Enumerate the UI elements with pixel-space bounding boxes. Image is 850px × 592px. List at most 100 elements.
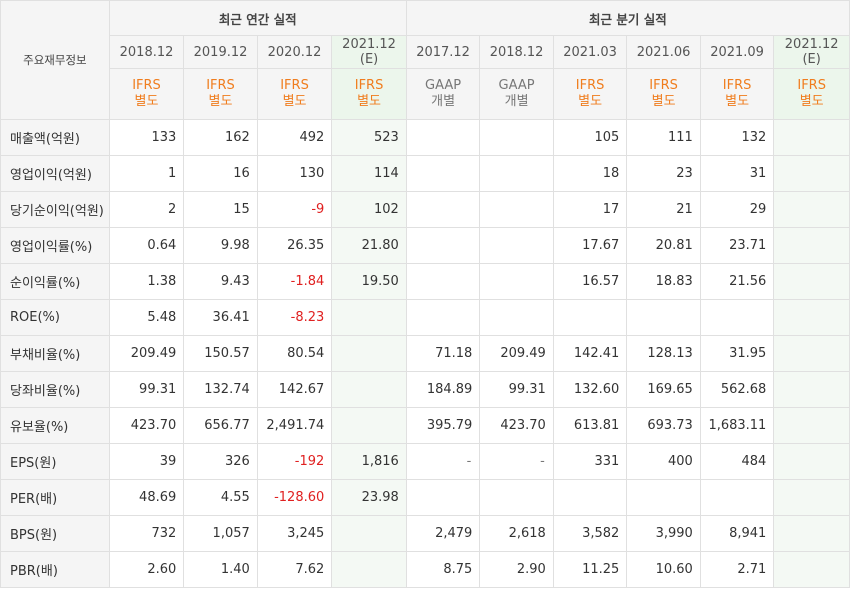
period-label: 2018.12 [119,44,174,60]
table-cell: 492 [256,119,333,156]
table-cell [773,479,850,516]
table-cell: 423.70 [108,407,185,444]
table-cell [331,515,407,552]
table-cell [773,155,850,192]
standard-basis: 별도 [134,94,159,109]
standard-basis: 별도 [282,94,307,109]
row-label: 매출액(억원) [0,119,110,156]
accounting-standard: IFRS 별도 [699,68,775,120]
table-row: 당기순이익(억원) 2 15 -9 102 17 21 29 [0,191,850,228]
table-cell: 20.81 [626,227,701,264]
standard-basis: 개별 [431,94,456,109]
standard-basis: 별도 [799,94,824,109]
table-cell: 2,618 [479,515,554,552]
table-cell: 7.62 [256,551,333,588]
standard-name: IFRS [280,78,309,93]
period-label: 2020.12 [267,44,322,60]
table-cell: 99.31 [479,371,554,408]
table-cell [626,299,701,336]
table-cell: 0.64 [108,227,185,264]
standard-basis: 별도 [578,94,603,109]
table-cell [405,263,481,300]
table-cell: 8,941 [699,515,775,552]
table-cell: 2,479 [405,515,481,552]
table-row: 영업이익률(%) 0.64 9.98 26.35 21.80 17.67 20.81 23.7… [0,227,850,264]
period-header: 2018.12 [479,35,554,69]
table-cell: 184.89 [405,371,481,408]
table-cell: 39 [108,443,185,480]
table-row: EPS(원) 39 326 -192 1,816- -331 400 484 [0,443,850,480]
table-cell [479,191,554,228]
table-cell: 105 [552,119,628,156]
standard-name: IFRS [575,78,605,93]
annual-header: 최근 연간 실적 [108,0,407,36]
standard-basis: 개별 [504,94,529,109]
table-cell: 2.60 [108,551,185,588]
accounting-standard: IFRS 별도 [773,68,850,120]
table-cell: 99.31 [108,371,185,408]
estimate-marker: (E) [802,52,821,67]
table-row: 부채비율(%) 209.49 150.57 80.54 71.18 209.49 142.4… [0,335,850,372]
table-cell: 29 [699,191,775,228]
table-cell [405,227,481,264]
table-cell: 5.48 [108,299,185,336]
table-cell: 18 [552,155,628,192]
row-label: 당기순이익(억원) [0,191,110,228]
row-label: EPS(원) [0,443,110,480]
table-cell [773,263,850,300]
accounting-standard: GAAP 개별 [479,68,554,120]
table-cell [331,335,407,372]
table-cell [773,443,850,480]
table-cell: 23 [626,155,701,192]
period-label: 2021.12 [342,37,396,52]
table-cell: 1,683.11 [699,407,775,444]
table-cell: 9.43 [183,263,258,300]
standard-name: IFRS [722,78,752,93]
standard-name: GAAP [498,78,535,93]
row-label: 부채비율(%) [0,335,110,372]
period-label: 2021.12 [784,37,839,52]
table-cell [773,371,850,408]
period-label: 2019.12 [193,44,248,60]
period-header: 2021.09 [699,35,775,69]
accounting-standard: GAAP 개별 [405,68,481,120]
table-cell: 31.95 [699,335,775,372]
table-cell: 169.65 [626,371,701,408]
accounting-standard: IFRS 별도 [108,68,185,120]
table-cell [773,335,850,372]
table-cell: 21.80 [331,227,407,264]
table-cell: 10.60 [626,551,701,588]
period-header: 2020.12 [256,35,333,69]
table-cell: 1.40 [183,551,258,588]
table-cell [552,299,628,336]
table-cell: 484 [699,443,775,480]
period-label: 2021.09 [710,44,764,60]
table-cell [773,119,850,156]
table-row: ROE(%) 5.48 36.41 -8.23 [0,299,850,336]
standard-basis: 별도 [357,94,382,109]
table-cell: 102 [331,191,407,228]
table-cell [479,119,554,156]
table-cell [479,227,554,264]
table-cell: 23.98 [331,479,407,516]
table-cell [405,155,481,192]
table-cell [405,479,481,516]
accounting-standard: IFRS 별도 [331,68,407,120]
table-cell: 3,582 [552,515,628,552]
table-row: 순이익률(%) 1.38 9.43 -1.84 19.50 16.57 18.83 21.56 [0,263,850,300]
table-cell [479,155,554,192]
table-cell [773,299,850,336]
table-cell [479,299,554,336]
table-cell: 16.57 [552,263,628,300]
standard-name: GAAP [425,78,462,93]
table-cell [331,407,407,444]
table-cell: 18.83 [626,263,701,300]
table-cell: 1,057 [183,515,258,552]
table-cell [479,263,554,300]
table-cell: - [479,443,554,480]
period-label: 2021.06 [636,44,691,60]
table-cell: 80.54 [256,335,333,372]
period-header: 2018.12 [108,35,185,69]
table-row: 유보율(%) 423.70 656.77 2,491.74 395.79 423.70 61… [0,407,850,444]
accounting-standard: IFRS 별도 [552,68,628,120]
